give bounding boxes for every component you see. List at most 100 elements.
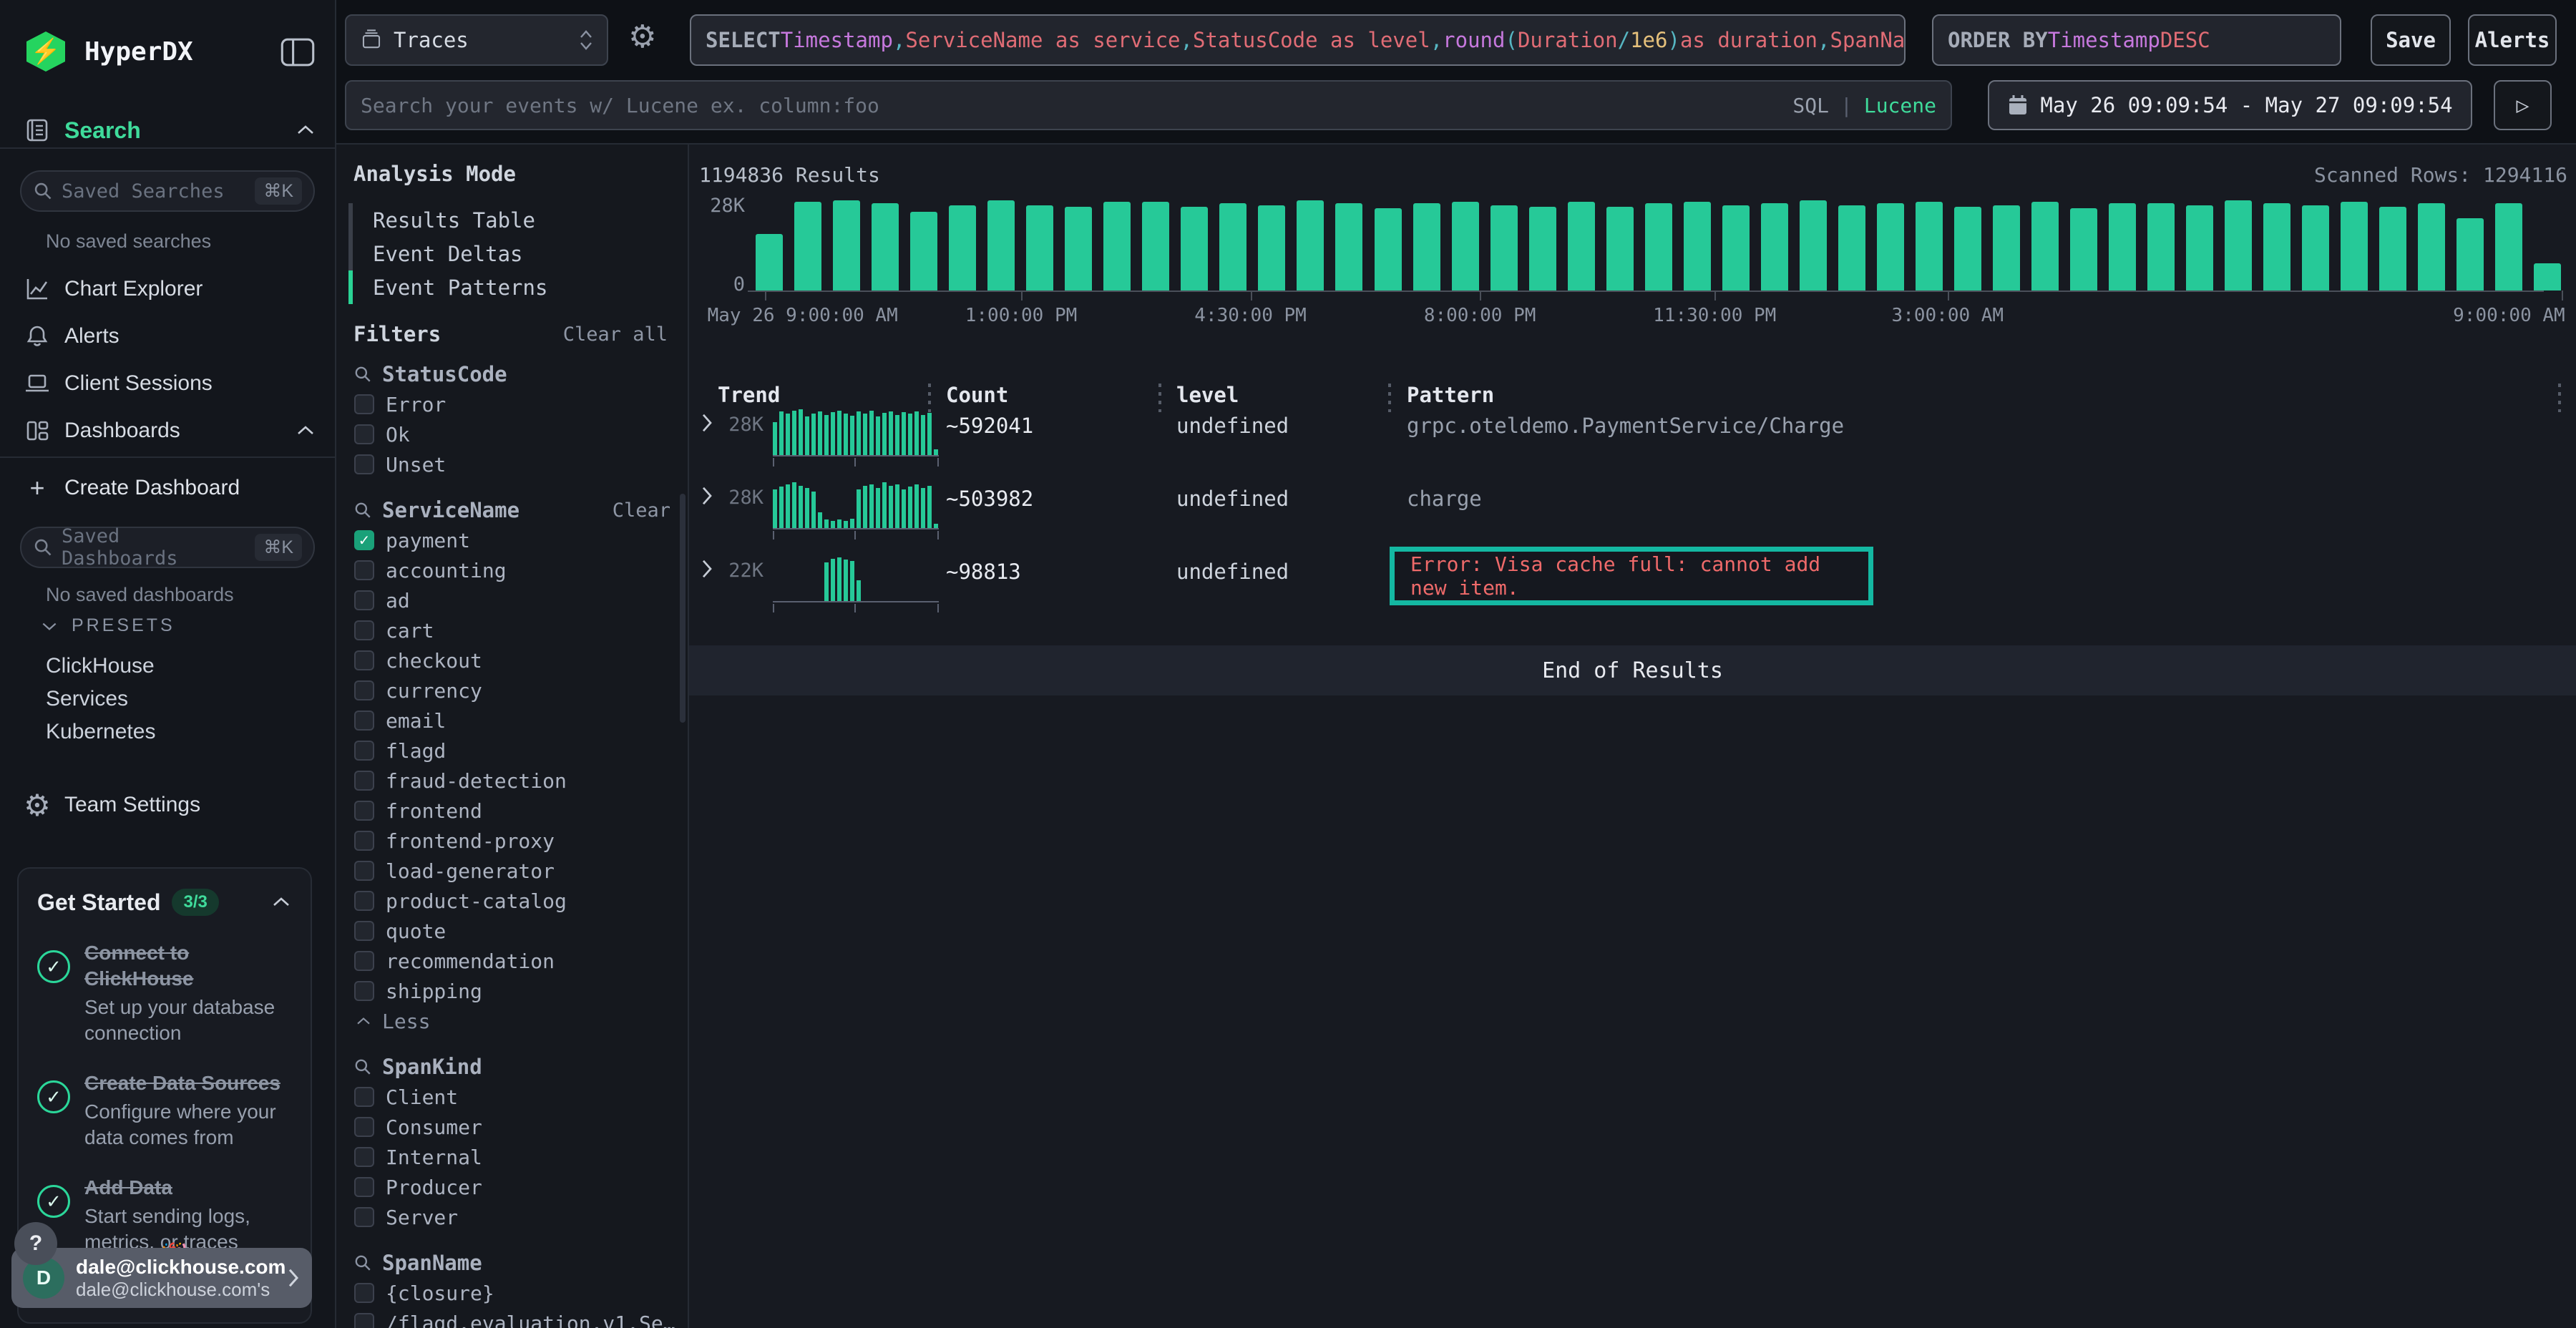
column-separator[interactable] [928,384,931,412]
filter-option-closure[interactable]: {closure} [336,1278,688,1308]
checkbox-icon[interactable] [354,650,374,670]
highlighted-error-pattern[interactable]: Error: Visa cache full: cannot add new i… [1390,547,1873,605]
filter-option-client[interactable]: Client [336,1082,688,1112]
save-button[interactable]: Save [2371,14,2451,66]
expand-row-icon[interactable] [699,485,715,507]
filter-option-frontend-proxy[interactable]: frontend-proxy [336,826,688,856]
gear-icon[interactable]: ⚙ [628,19,657,55]
analysis-mode-option-results-table[interactable]: Results Table [348,203,678,237]
saved-searches-input[interactable]: Saved Searches ⌘K [20,170,315,212]
sidebar-item-search[interactable]: Search [0,107,336,154]
filter-option-frontend[interactable]: frontend [336,796,688,826]
date-range-input[interactable]: May 26 09:09:54 - May 27 09:09:54 [1988,80,2472,130]
checkbox-icon[interactable] [354,424,374,444]
filter-option-cart[interactable]: cart [336,615,688,645]
filter-option-flagd[interactable]: flagd [336,736,688,766]
filter-option-quote[interactable]: quote [336,916,688,946]
checkbox-checked-icon[interactable]: ✓ [354,530,374,550]
checkbox-icon[interactable] [354,861,374,881]
sidebar-item-client-sessions[interactable]: Client Sessions [0,360,336,407]
checkbox-icon[interactable] [354,771,374,791]
expand-row-icon[interactable] [699,558,715,580]
filter-option-ok[interactable]: Ok [336,419,688,449]
get-started-item-add-data[interactable]: ✓ Add Data Start sending logs, metrics, or… [37,1175,292,1255]
col-header-pattern[interactable]: Pattern [1407,383,1495,407]
checkbox-icon[interactable] [354,921,374,941]
checkbox-icon[interactable] [354,590,374,610]
column-separator[interactable] [1388,384,1391,412]
filter-option-error[interactable]: Error [336,389,688,419]
presets-toggle[interactable]: PRESETS [40,615,175,636]
lang-toggle-sql[interactable]: SQL [1792,93,1829,117]
filter-option-product-catalog[interactable]: product-catalog [336,886,688,916]
checkbox-icon[interactable] [354,981,374,1001]
checkbox-icon[interactable] [354,454,374,474]
checkbox-icon[interactable] [354,620,374,640]
checkbox-icon[interactable] [354,394,374,414]
checkbox-icon[interactable] [354,831,374,851]
filter-option-recommendation[interactable]: recommendation [336,946,688,976]
analysis-mode-option-event-deltas[interactable]: Event Deltas [348,237,678,270]
clear-all-link[interactable]: Clear all [562,323,668,346]
sidebar-item-chart-explorer[interactable]: Chart Explorer [0,265,336,313]
checkbox-icon[interactable] [354,951,374,971]
chevron-up-icon[interactable] [270,896,292,909]
filter-group-clear-link[interactable]: Clear [612,499,670,522]
checkbox-icon[interactable] [354,680,374,700]
checkbox-icon[interactable] [354,1177,374,1197]
create-dashboard-button[interactable]: + Create Dashboard [0,469,336,507]
col-header-count[interactable]: Count [946,383,1009,407]
sql-select-editor[interactable]: SELECT Timestamp, ServiceName as service… [690,14,1906,66]
get-started-item-create-data-sources[interactable]: ✓ Create Data Sources Configure where your… [37,1070,292,1151]
table-menu-icon[interactable] [2558,384,2561,412]
filter-option-checkout[interactable]: checkout [336,645,688,675]
search-icon[interactable] [353,1254,372,1272]
sidebar-item-team-settings[interactable]: ⚙ Team Settings [0,781,336,829]
checkbox-icon[interactable] [354,1147,374,1167]
lang-toggle-lucene[interactable]: Lucene [1863,93,1936,117]
sidebar-item-dashboards[interactable]: Dashboards [0,407,336,454]
filter-option-unset[interactable]: Unset [336,449,688,479]
sidebar-item-alerts[interactable]: Alerts [0,313,336,360]
checkbox-icon[interactable] [354,891,374,911]
pattern-row[interactable]: 28K ~503982 undefined charge [689,481,2576,552]
search-icon[interactable] [353,1058,372,1076]
checkbox-icon[interactable] [354,1283,374,1303]
expand-row-icon[interactable] [699,412,715,434]
filter-option-fraud-detection[interactable]: fraud-detection [336,766,688,796]
alerts-button[interactable]: Alerts [2468,14,2557,66]
filter-option-currency[interactable]: currency [336,675,688,706]
pattern-row[interactable]: 22K ~98813 undefined Error: Visa cache full… [689,547,2576,625]
saved-dashboards-input[interactable]: Saved Dashboards ⌘K [20,525,315,570]
filter-option-accounting[interactable]: accounting [336,555,688,585]
column-separator[interactable] [1158,384,1161,412]
preset-clickhouse[interactable]: ClickHouse [46,654,155,678]
col-header-level[interactable]: level [1176,383,1239,407]
filter-option-internal[interactable]: Internal [336,1142,688,1172]
source-select[interactable]: Traces [345,14,608,66]
collapse-sidebar-icon[interactable] [279,36,316,69]
filter-option-consumer[interactable]: Consumer [336,1112,688,1142]
get-started-item-connect-to-clickhouse[interactable]: ✓ Connect to ClickHouse Set up your databa… [37,940,292,1046]
checkbox-icon[interactable] [354,741,374,761]
checkbox-icon[interactable] [354,801,374,821]
search-icon[interactable] [353,365,372,384]
preset-kubernetes[interactable]: Kubernetes [46,720,156,743]
filter-option-payment[interactable]: ✓ payment [336,525,688,555]
checkbox-icon[interactable] [354,1087,374,1107]
run-query-button[interactable]: ▷ [2494,80,2552,130]
analysis-mode-option-event-patterns[interactable]: Event Patterns [348,270,678,304]
filter-option-email[interactable]: email [336,706,688,736]
filter-option-server[interactable]: Server [336,1202,688,1232]
filter-option-ad[interactable]: ad [336,585,688,615]
preset-services[interactable]: Services [46,687,129,711]
pattern-row[interactable]: 28K ~592041 undefined grpc.oteldemo.Payment… [689,408,2576,479]
collapse-less-link[interactable]: Less [336,1006,688,1036]
checkbox-icon[interactable] [354,560,374,580]
sql-orderby-editor[interactable]: ORDER BY Timestamp DESC [1932,14,2341,66]
filter-option-flagd-evaluation-v1-se[interactable]: /flagd.evaluation.v1.Se… [336,1308,688,1328]
help-button[interactable]: ? [14,1222,57,1265]
checkbox-icon[interactable] [354,711,374,731]
user-menu[interactable]: D dale@clickhouse.com dale@clickhouse.co… [11,1248,312,1308]
filter-option-load-generator[interactable]: load-generator [336,856,688,886]
